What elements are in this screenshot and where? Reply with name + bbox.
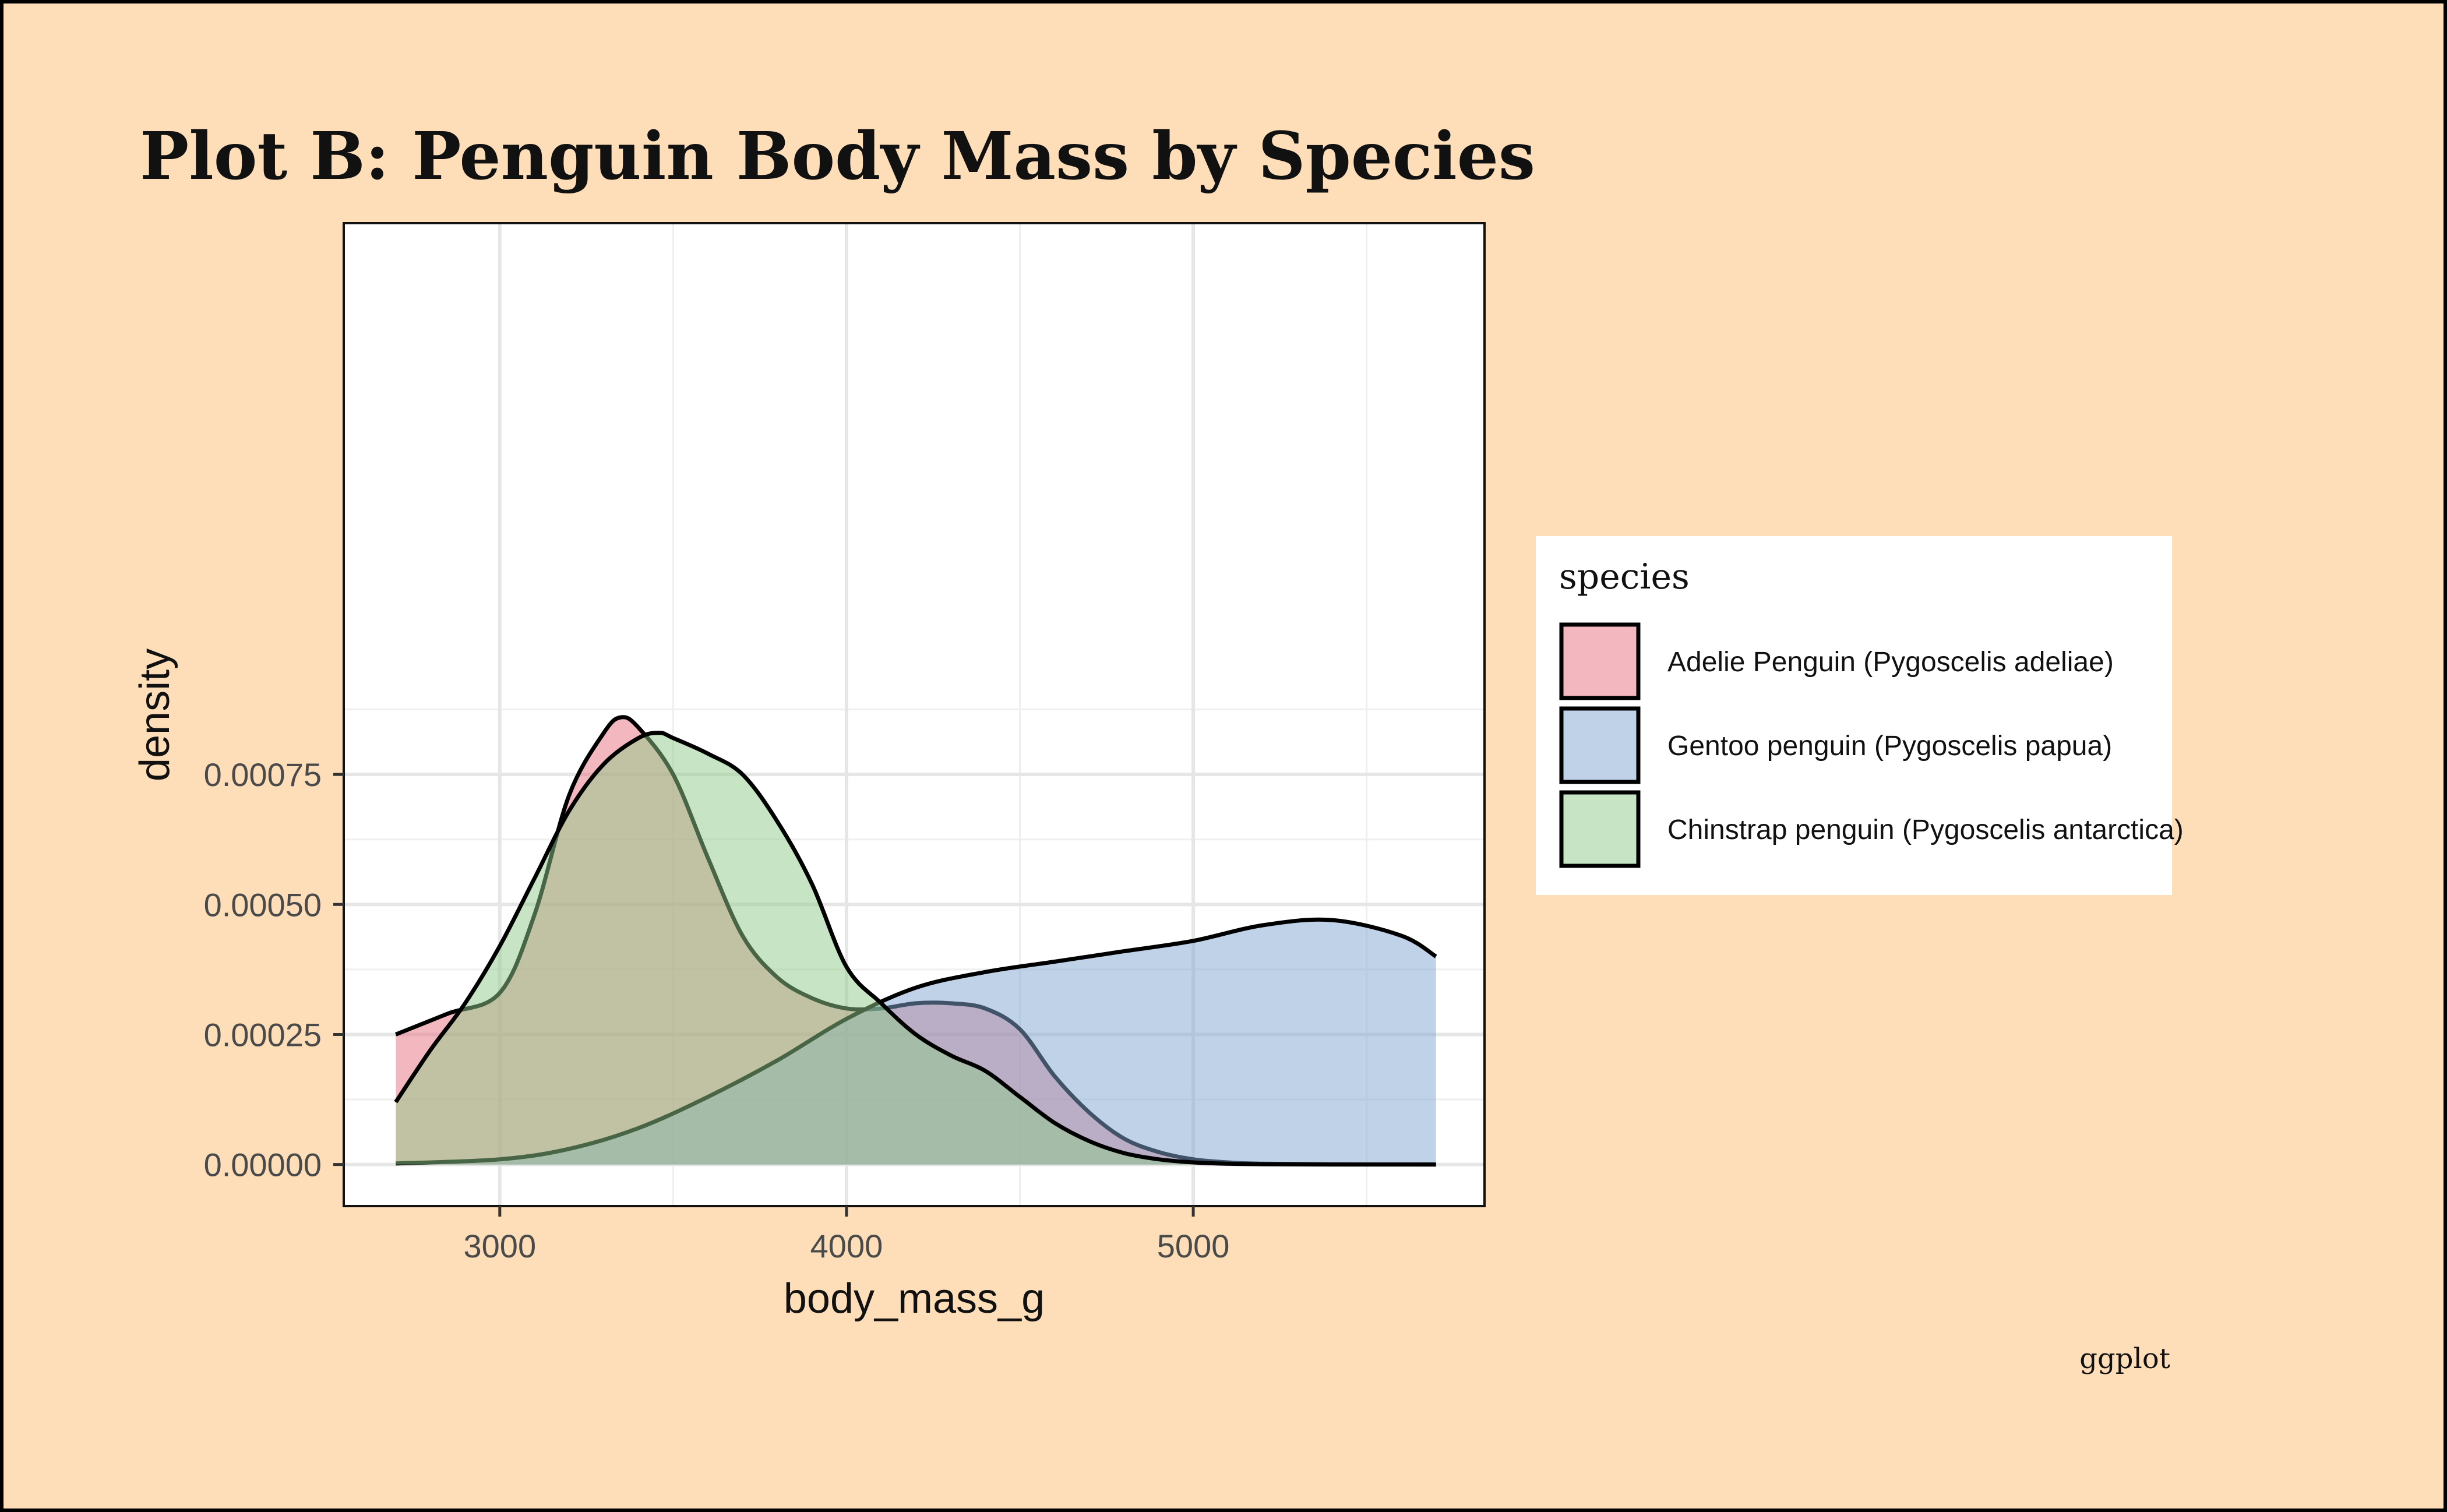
- plot-panel-border: [343, 222, 1486, 1207]
- legend-item: Adelie Penguin (Pygoscelis adeliae): [1559, 622, 2114, 700]
- density-series: [394, 715, 1437, 1167]
- y-axis-title: density: [132, 648, 178, 781]
- legend-label: Adelie Penguin (Pygoscelis adeliae): [1667, 647, 2114, 678]
- legend-label: Chinstrap penguin (Pygoscelis antarctica…: [1667, 815, 2184, 845]
- y-tick-label: 0.00025: [204, 1016, 322, 1053]
- x-tick-label: 3000: [464, 1228, 537, 1264]
- density-area: [396, 732, 1436, 1165]
- x-tick-label: 5000: [1157, 1228, 1230, 1264]
- axes: 3000 4000 5000 0.00000 0.00025 0.00050 0.00075: [204, 756, 1230, 1264]
- legend-key: [1559, 790, 1641, 868]
- y-tick-label: 0.00050: [204, 886, 322, 923]
- legend-key: [1559, 706, 1641, 784]
- legend-items: Adelie Penguin (Pygoscelis adeliae) Gento…: [1559, 622, 2184, 868]
- series-2: [394, 731, 1436, 1167]
- legend-box: [1536, 536, 2172, 895]
- chart-title: Plot B: Penguin Body Mass by Species: [140, 118, 1535, 195]
- y-tick-label: 0.00000: [204, 1147, 322, 1183]
- y-tick-label: 0.00075: [204, 756, 322, 793]
- x-tick-label: 4000: [810, 1228, 883, 1264]
- x-axis-title: body_mass_g: [784, 1275, 1045, 1322]
- legend-key: [1559, 622, 1641, 700]
- caption: ggplot: [2079, 1342, 2170, 1375]
- legend-label: Gentoo penguin (Pygoscelis papua): [1667, 731, 2112, 762]
- legend-item: Chinstrap penguin (Pygoscelis antarctica…: [1559, 790, 2184, 868]
- density-line: [394, 731, 1436, 1167]
- legend-title: species: [1559, 556, 1690, 597]
- legend: species Adelie Penguin (Pygoscelis adeli…: [1536, 536, 2184, 895]
- legend-item: Gentoo penguin (Pygoscelis papua): [1559, 706, 2112, 784]
